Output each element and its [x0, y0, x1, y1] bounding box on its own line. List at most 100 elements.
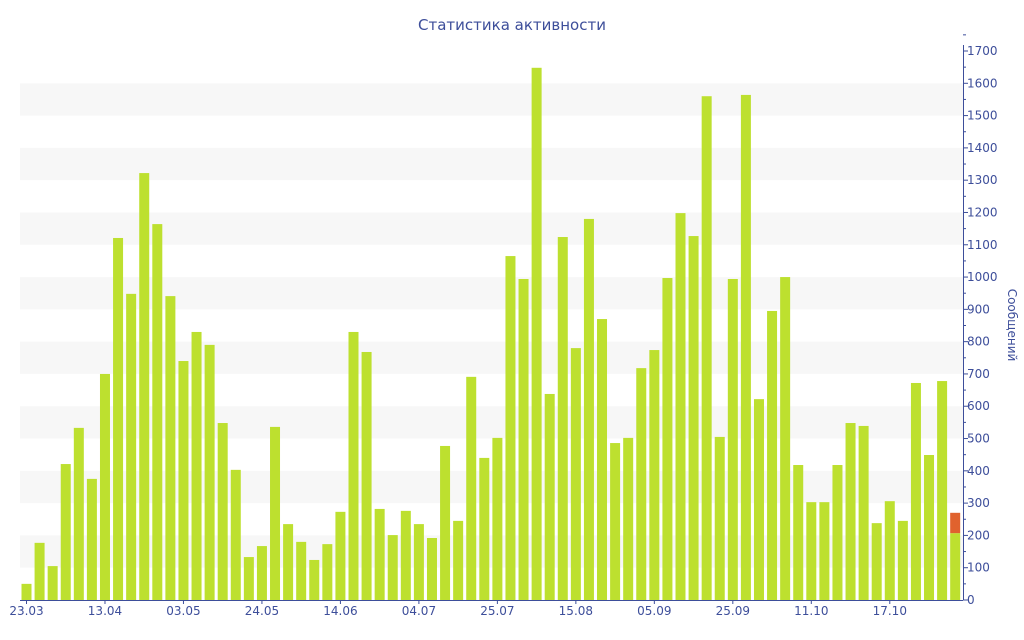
y-tick-label: 1200 — [967, 205, 998, 219]
bar — [113, 237, 124, 600]
bar — [767, 310, 778, 600]
grid-band — [20, 406, 963, 439]
bar — [178, 361, 189, 600]
bar — [570, 348, 581, 600]
bar — [99, 373, 110, 600]
bar — [361, 351, 372, 600]
bar — [413, 524, 424, 600]
bar — [256, 546, 267, 600]
bar — [335, 511, 346, 600]
bar — [348, 331, 359, 600]
bar — [322, 544, 333, 600]
chart-title: Статистика активности — [418, 16, 606, 34]
x-tick-label: 03.05 — [166, 604, 200, 618]
bar — [858, 425, 869, 600]
bar — [557, 237, 568, 601]
bar — [780, 277, 791, 600]
bar — [924, 454, 935, 600]
bar — [806, 502, 817, 600]
bar — [662, 278, 673, 600]
y-tick-label: 1500 — [967, 109, 998, 123]
bar — [832, 465, 843, 600]
bar — [204, 344, 215, 600]
bar — [440, 445, 451, 600]
bar — [270, 426, 281, 600]
y-tick-label: 0 — [967, 593, 975, 607]
y-tick-label: 900 — [967, 302, 990, 316]
bar — [21, 583, 32, 600]
y-tick-label: 1300 — [967, 173, 998, 187]
bar — [34, 542, 45, 600]
y-tick-label: 1400 — [967, 141, 998, 155]
y-tick-label: 1600 — [967, 76, 998, 90]
bar — [466, 376, 477, 600]
y-tick-label: 1100 — [967, 238, 998, 252]
bar — [296, 541, 307, 600]
bar — [884, 501, 895, 600]
bar — [283, 524, 294, 600]
grid-band — [20, 470, 963, 504]
bar — [950, 533, 961, 600]
bar — [453, 520, 464, 600]
bar — [387, 535, 398, 600]
grid-band — [20, 212, 963, 245]
y-tick-label: 200 — [967, 528, 990, 542]
bar — [400, 510, 411, 600]
bar — [479, 457, 490, 600]
y-tick-label: 800 — [967, 335, 990, 349]
y-tick-label: 100 — [967, 561, 990, 575]
bar — [426, 537, 437, 600]
bar — [793, 465, 804, 600]
x-tick-label: 13.04 — [88, 604, 122, 618]
bar — [597, 319, 608, 600]
bar — [714, 436, 725, 600]
bar — [86, 478, 97, 600]
x-tick-label: 25.07 — [480, 604, 514, 618]
bar — [649, 350, 660, 600]
bar — [636, 368, 647, 600]
grid-band — [20, 277, 963, 310]
bar — [701, 96, 712, 600]
x-tick-label: 14.06 — [323, 604, 357, 618]
bar — [871, 523, 882, 600]
x-tick-label: 15.08 — [559, 604, 593, 618]
x-tick-label: 17.10 — [873, 604, 907, 618]
x-tick-label: 05.09 — [637, 604, 671, 618]
bar — [518, 278, 529, 600]
bar — [165, 296, 176, 600]
bar — [531, 67, 542, 600]
bar — [740, 94, 751, 601]
y-tick-label: 1700 — [967, 44, 998, 58]
bar — [73, 427, 84, 600]
bar — [937, 381, 948, 600]
bar — [374, 508, 385, 600]
y-tick-label: 600 — [967, 399, 990, 413]
x-tick-label: 25.09 — [716, 604, 750, 618]
bar — [152, 224, 163, 600]
bar — [243, 557, 254, 600]
bar — [309, 559, 320, 600]
bar — [753, 399, 764, 600]
y-tick-label: 300 — [967, 496, 990, 510]
bar — [230, 469, 241, 600]
x-tick-label: 11.10 — [794, 604, 828, 618]
grid-band — [20, 147, 963, 181]
bar — [191, 331, 202, 600]
bar — [505, 256, 516, 600]
bar — [727, 278, 738, 600]
y-tick-label: 500 — [967, 432, 990, 446]
bar — [60, 464, 71, 600]
grid-band — [20, 83, 963, 116]
bar — [845, 423, 856, 600]
bar — [688, 236, 699, 600]
x-tick-label: 04.07 — [402, 604, 436, 618]
x-tick-label: 24.05 — [245, 604, 279, 618]
bar — [897, 520, 908, 600]
y-tick-label: 700 — [967, 367, 990, 381]
x-tick-label: 23.03 — [9, 604, 43, 618]
bar — [544, 393, 555, 600]
bar — [492, 437, 503, 600]
bar — [583, 218, 594, 600]
y-tick-label: 1000 — [967, 270, 998, 284]
